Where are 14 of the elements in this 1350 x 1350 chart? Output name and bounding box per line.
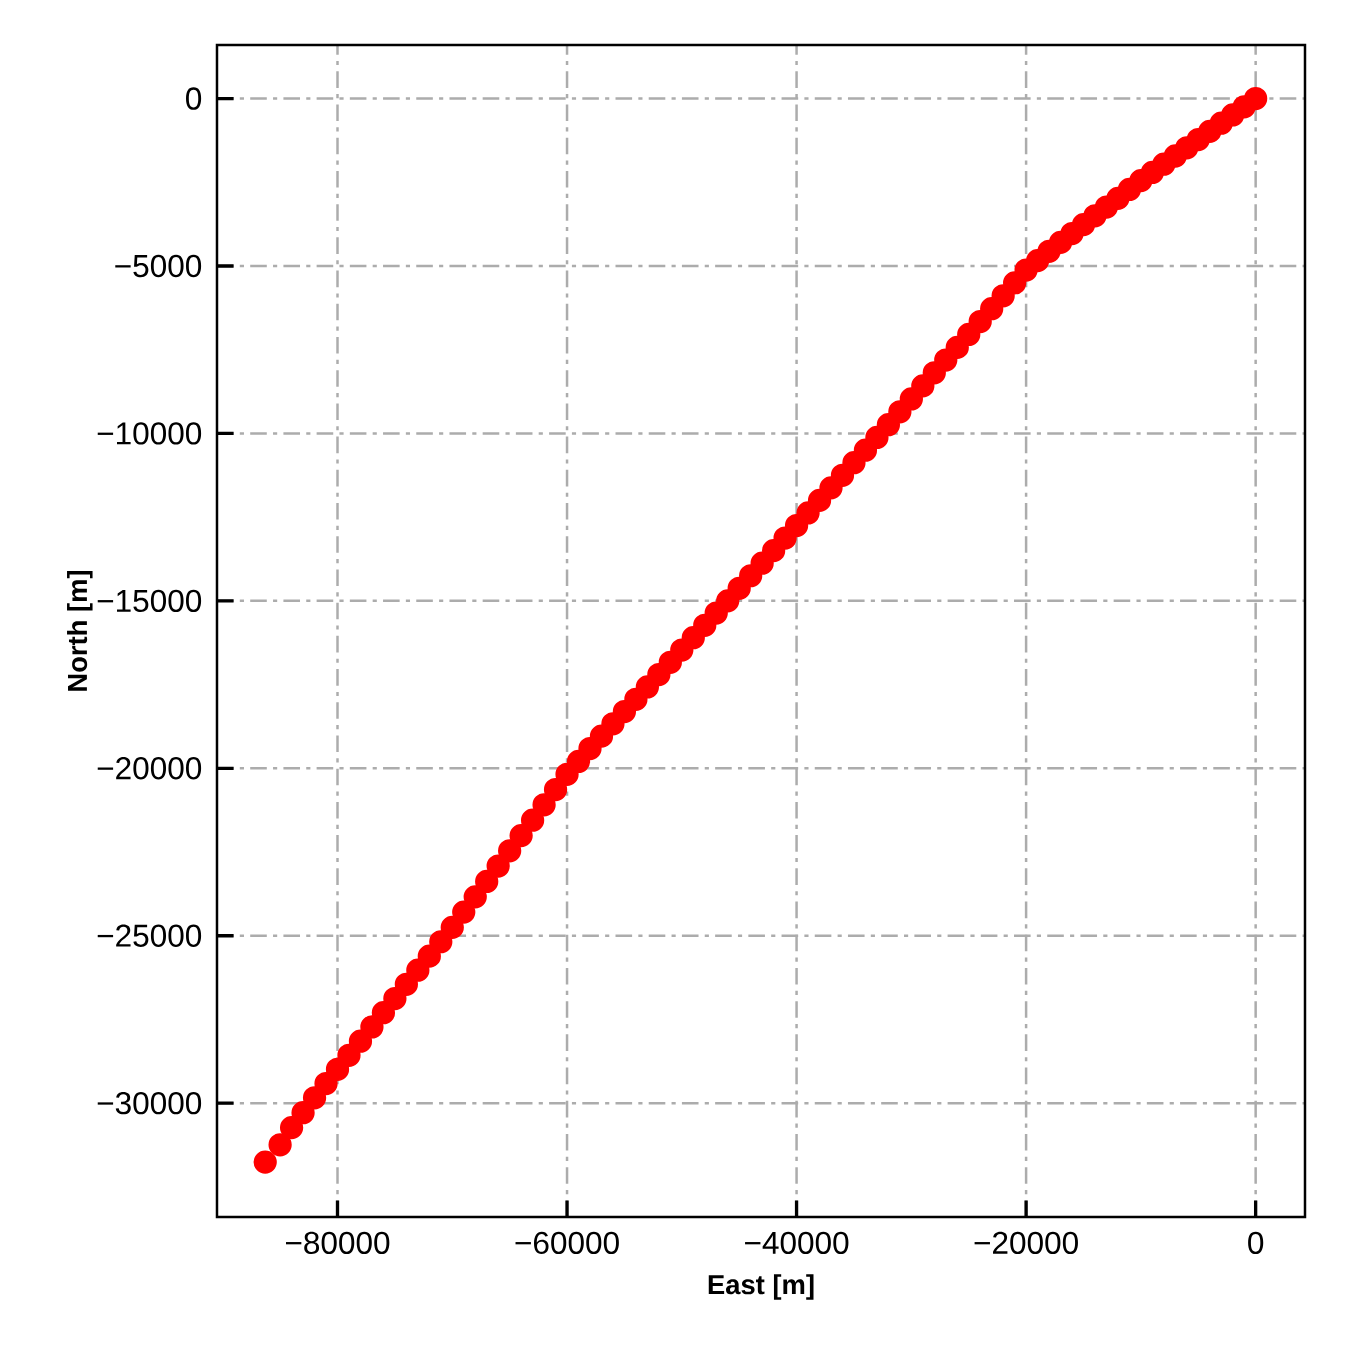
x-tick-label: −40000 xyxy=(745,1231,849,1255)
x-tick-label: −80000 xyxy=(285,1231,390,1255)
y-tick-label: −5000 xyxy=(115,254,202,278)
y-tick-label: −25000 xyxy=(97,924,202,947)
x-tick-label: −60000 xyxy=(515,1231,619,1255)
y-tick-label: −30000 xyxy=(97,1091,202,1115)
y-tick-label: 0 xyxy=(186,87,202,110)
y-axis-title: North [m] xyxy=(67,570,93,691)
x-tick-label: 0 xyxy=(1248,1231,1264,1255)
y-tick-label: −20000 xyxy=(97,757,202,780)
y-tick-label: −10000 xyxy=(97,422,202,445)
x-tick-label: −20000 xyxy=(974,1231,1078,1255)
y-tick-label: −15000 xyxy=(97,589,202,613)
x-axis-title: East [m] xyxy=(708,1274,814,1300)
